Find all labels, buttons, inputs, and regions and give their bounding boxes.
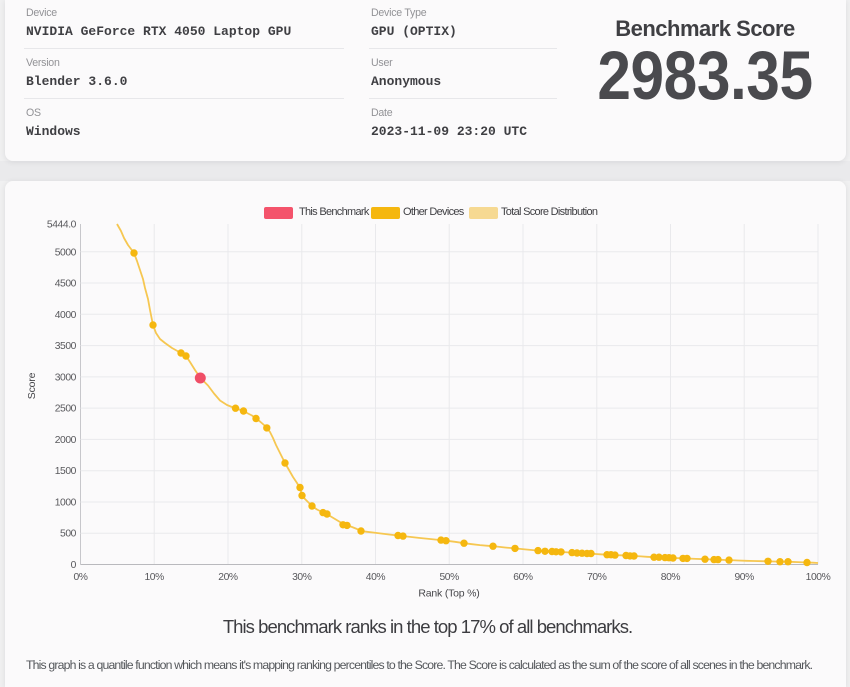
svg-text:30%: 30% xyxy=(292,572,312,583)
svg-text:90%: 90% xyxy=(734,572,754,583)
svg-text:2000: 2000 xyxy=(55,435,77,446)
svg-text:4500: 4500 xyxy=(55,279,77,290)
svg-text:60%: 60% xyxy=(513,572,533,583)
svg-text:20%: 20% xyxy=(218,572,238,583)
svg-text:500: 500 xyxy=(60,529,77,540)
svg-text:100%: 100% xyxy=(806,572,831,583)
svg-text:3500: 3500 xyxy=(55,341,77,352)
svg-text:1500: 1500 xyxy=(55,466,77,477)
svg-text:Score: Score xyxy=(26,372,38,399)
svg-text:40%: 40% xyxy=(366,572,386,583)
svg-text:50%: 50% xyxy=(439,572,459,583)
svg-text:3000: 3000 xyxy=(55,372,77,383)
svg-text:80%: 80% xyxy=(661,572,681,583)
svg-text:10%: 10% xyxy=(144,572,164,583)
svg-text:Rank (Top %): Rank (Top %) xyxy=(418,588,479,600)
svg-text:0%: 0% xyxy=(73,572,87,583)
svg-text:4000: 4000 xyxy=(55,310,77,321)
svg-text:2500: 2500 xyxy=(55,404,77,415)
svg-text:5000: 5000 xyxy=(55,247,77,258)
svg-text:0: 0 xyxy=(71,560,77,571)
svg-text:70%: 70% xyxy=(587,572,607,583)
svg-text:1000: 1000 xyxy=(55,498,77,509)
svg-text:5444.0: 5444.0 xyxy=(47,220,77,231)
